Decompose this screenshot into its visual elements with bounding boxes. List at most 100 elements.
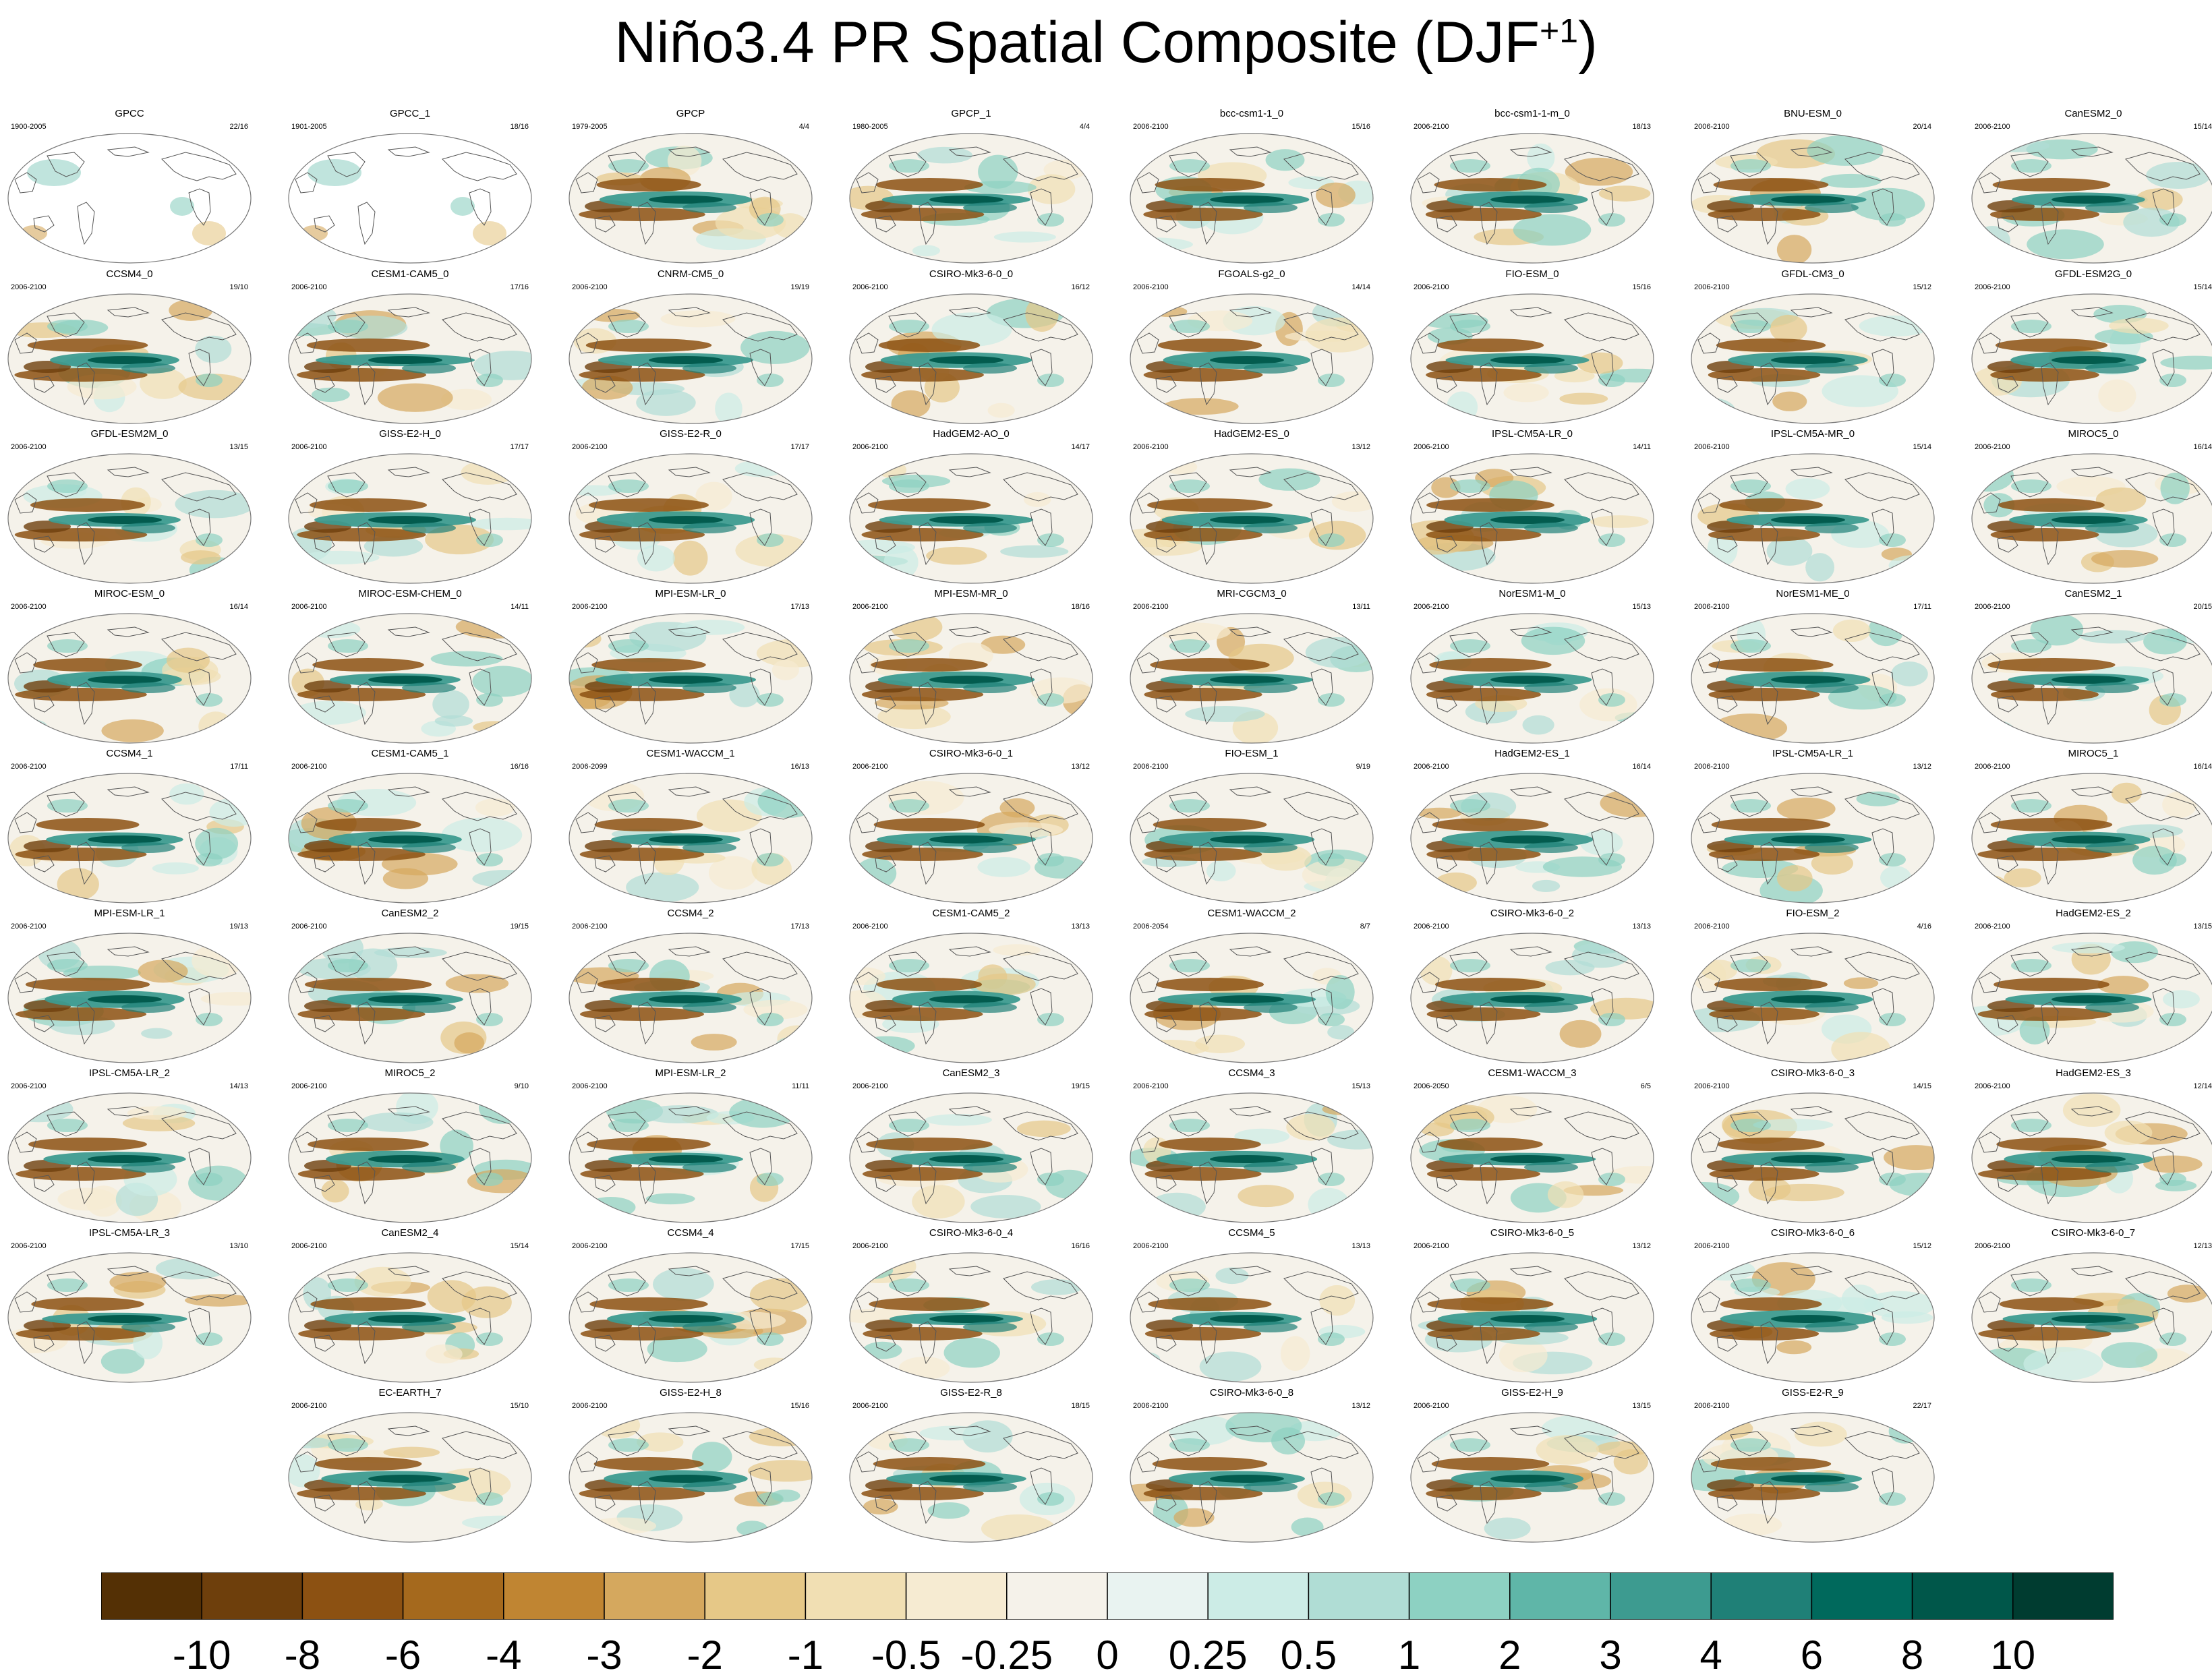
precip-anomaly-blob — [1770, 314, 1807, 343]
precip-anomaly-blob — [402, 1162, 456, 1173]
coastline — [1449, 792, 1488, 817]
precip-anomaly-blob — [432, 690, 469, 719]
coastline — [107, 146, 150, 157]
precip-anomaly-blob — [127, 1106, 187, 1120]
panel-event-count: 14/14 — [1351, 283, 1370, 291]
robinson-map — [569, 133, 813, 264]
coastline — [314, 535, 335, 553]
precip-anomaly-blob — [929, 835, 1003, 844]
map-panel: MRI-CGCM3_0 2006-2100 13/11 — [1126, 588, 1377, 747]
precip-anomaly-blob — [608, 639, 649, 653]
precip-anomaly-blob — [1771, 1155, 1845, 1163]
robinson-map — [288, 1412, 532, 1543]
precip-anomaly-blob — [591, 658, 706, 672]
coastline — [1229, 146, 1272, 157]
coastline — [1564, 312, 1639, 342]
coastline — [1760, 522, 1778, 566]
coastline — [1003, 951, 1078, 981]
coastline — [442, 312, 517, 342]
coastline — [594, 215, 616, 233]
precip-anomaly-blob — [47, 959, 88, 972]
panel-event-count: 17/16 — [510, 283, 529, 291]
precip-anomaly-blob — [919, 1425, 987, 1441]
precip-anomaly-blob — [2167, 1285, 2208, 1303]
coastline — [749, 349, 772, 386]
panel-title: CanESM2_2 — [381, 908, 439, 919]
panel-event-count: 20/15 — [2193, 603, 2212, 611]
coastline — [387, 467, 430, 477]
precip-anomaly-blob — [88, 516, 162, 524]
precip-anomaly-blob — [1884, 1145, 1934, 1171]
precip-anomaly-blob — [586, 1196, 636, 1218]
colorbar-tick-label: 8 — [1900, 1632, 1924, 1678]
coastline — [1509, 946, 1552, 957]
precip-anomaly-blob — [963, 202, 1017, 213]
coastline — [1730, 312, 1768, 338]
coastline — [1030, 668, 1053, 706]
map-outline — [288, 773, 532, 904]
precip-anomaly-blob — [1163, 398, 1239, 415]
precip-anomaly-blob — [660, 310, 736, 328]
precip-anomaly-blob — [989, 822, 1064, 837]
coastline — [33, 1015, 55, 1032]
precip-anomaly-blob — [1771, 1315, 1845, 1323]
precip-anomaly-blob — [30, 498, 146, 512]
panel-years: 2006-2100 — [291, 603, 327, 611]
precip-anomaly-blob — [1280, 1336, 1310, 1372]
coastline — [314, 1015, 335, 1032]
precip-anomaly-blob — [1490, 356, 1565, 364]
map-outline — [1130, 773, 1374, 904]
precip-anomaly-blob — [47, 1119, 88, 1132]
panel-years: 1901-2005 — [291, 123, 327, 131]
panel-event-count: 4/4 — [798, 123, 809, 131]
precip-anomaly-blob — [368, 676, 442, 684]
panel-event-count: 18/15 — [1071, 1402, 1090, 1410]
coastline — [1310, 1307, 1333, 1345]
map-panel: CCSM4_5 2006-2100 13/13 — [1126, 1227, 1377, 1386]
precip-anomaly-blob — [736, 1521, 767, 1537]
robinson-map — [1971, 453, 2212, 584]
precip-anomaly-blob — [1590, 515, 1649, 528]
map-outline — [7, 1092, 252, 1223]
map-panel: FIO-ESM_1 2006-2100 9/19 — [1126, 748, 1377, 907]
map-outline — [569, 613, 813, 744]
colorbar-tick-label: -2 — [687, 1632, 723, 1678]
precip-anomaly-blob — [929, 1155, 1003, 1163]
coastline — [2152, 988, 2175, 1026]
coastline — [722, 632, 798, 661]
coastline — [1730, 1271, 1768, 1297]
panel-years: 2006-2100 — [1694, 1242, 1730, 1250]
precip-anomaly-blob — [2091, 550, 2159, 568]
panel-years: 2006-2100 — [1414, 123, 1449, 131]
panel-event-count: 13/15 — [1632, 1402, 1651, 1410]
map-panel: CSIRO-Mk3-6-0_5 2006-2100 13/12 — [1407, 1227, 1658, 1386]
panel-event-count: 16/14 — [2193, 763, 2212, 771]
precip-anomaly-blob — [1776, 1340, 1812, 1355]
precip-anomaly-blob — [608, 320, 649, 333]
coastline — [1760, 842, 1778, 885]
precip-anomaly-blob — [2098, 379, 2136, 413]
precip-anomaly-blob — [1169, 479, 1210, 493]
coastline — [888, 472, 927, 498]
coastline — [1136, 492, 1159, 514]
map-panel: MIROC-ESM-CHEM_0 2006-2100 14/11 — [285, 588, 535, 747]
coastline — [1591, 828, 1614, 866]
robinson-map — [1130, 453, 1374, 584]
coastline — [1844, 472, 1920, 502]
precip-anomaly-blob — [1805, 202, 1859, 213]
map-panel: CCSM4_0 2006-2100 19/10 — [4, 268, 255, 428]
coastline — [749, 188, 772, 226]
coastline — [722, 1111, 798, 1141]
map-outline — [288, 1092, 532, 1223]
panel-event-count: 8/7 — [1360, 922, 1370, 931]
precip-anomaly-blob — [889, 1119, 929, 1132]
precip-anomaly-blob — [2051, 995, 2126, 1003]
panel-event-count: 22/17 — [1913, 1402, 1931, 1410]
precip-anomaly-blob — [929, 356, 1003, 364]
colorbar-swatch — [704, 1572, 807, 1620]
coastline — [1978, 812, 2001, 833]
map-panel: CESM1-WACCM_2 2006-2054 8/7 — [1126, 908, 1377, 1067]
coastline — [749, 508, 772, 546]
colorbar-swatch — [1811, 1572, 1913, 1620]
coastline — [295, 972, 318, 993]
